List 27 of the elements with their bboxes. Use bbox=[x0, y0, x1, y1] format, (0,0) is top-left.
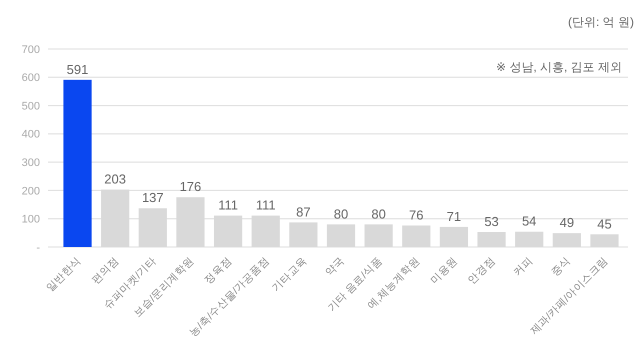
y-tick-label: 500 bbox=[22, 100, 40, 112]
data-label: 80 bbox=[334, 206, 348, 222]
data-label: 45 bbox=[597, 216, 612, 232]
y-tick-label: 200 bbox=[22, 185, 40, 198]
y-tick-label: 300 bbox=[22, 156, 40, 169]
bar bbox=[63, 80, 92, 247]
y-tick-label: 600 bbox=[22, 72, 40, 84]
data-label: 49 bbox=[560, 215, 574, 230]
data-label: 87 bbox=[296, 204, 311, 220]
data-label: 54 bbox=[522, 214, 536, 229]
annotation: ※ 성남, 시흥, 김포 제외 bbox=[496, 60, 622, 74]
y-tick-label: 400 bbox=[22, 128, 40, 141]
y-tick-label: - bbox=[36, 242, 40, 254]
data-label: 203 bbox=[104, 172, 126, 187]
data-label: 53 bbox=[484, 214, 499, 230]
y-tick-label: 700 bbox=[22, 44, 40, 56]
data-label: 176 bbox=[180, 179, 202, 194]
text: (단위: 억 원) bbox=[568, 15, 634, 29]
data-label: 71 bbox=[446, 208, 462, 224]
y-tick-label: 100 bbox=[22, 214, 40, 226]
data-label: 111 bbox=[256, 198, 276, 213]
data-label: 111 bbox=[218, 198, 238, 213]
data-label: 137 bbox=[142, 190, 164, 206]
data-label: 76 bbox=[409, 208, 424, 223]
x-tick-label: 약국 bbox=[323, 254, 348, 279]
data-label: 591 bbox=[66, 62, 88, 77]
data-label: 80 bbox=[371, 206, 386, 222]
